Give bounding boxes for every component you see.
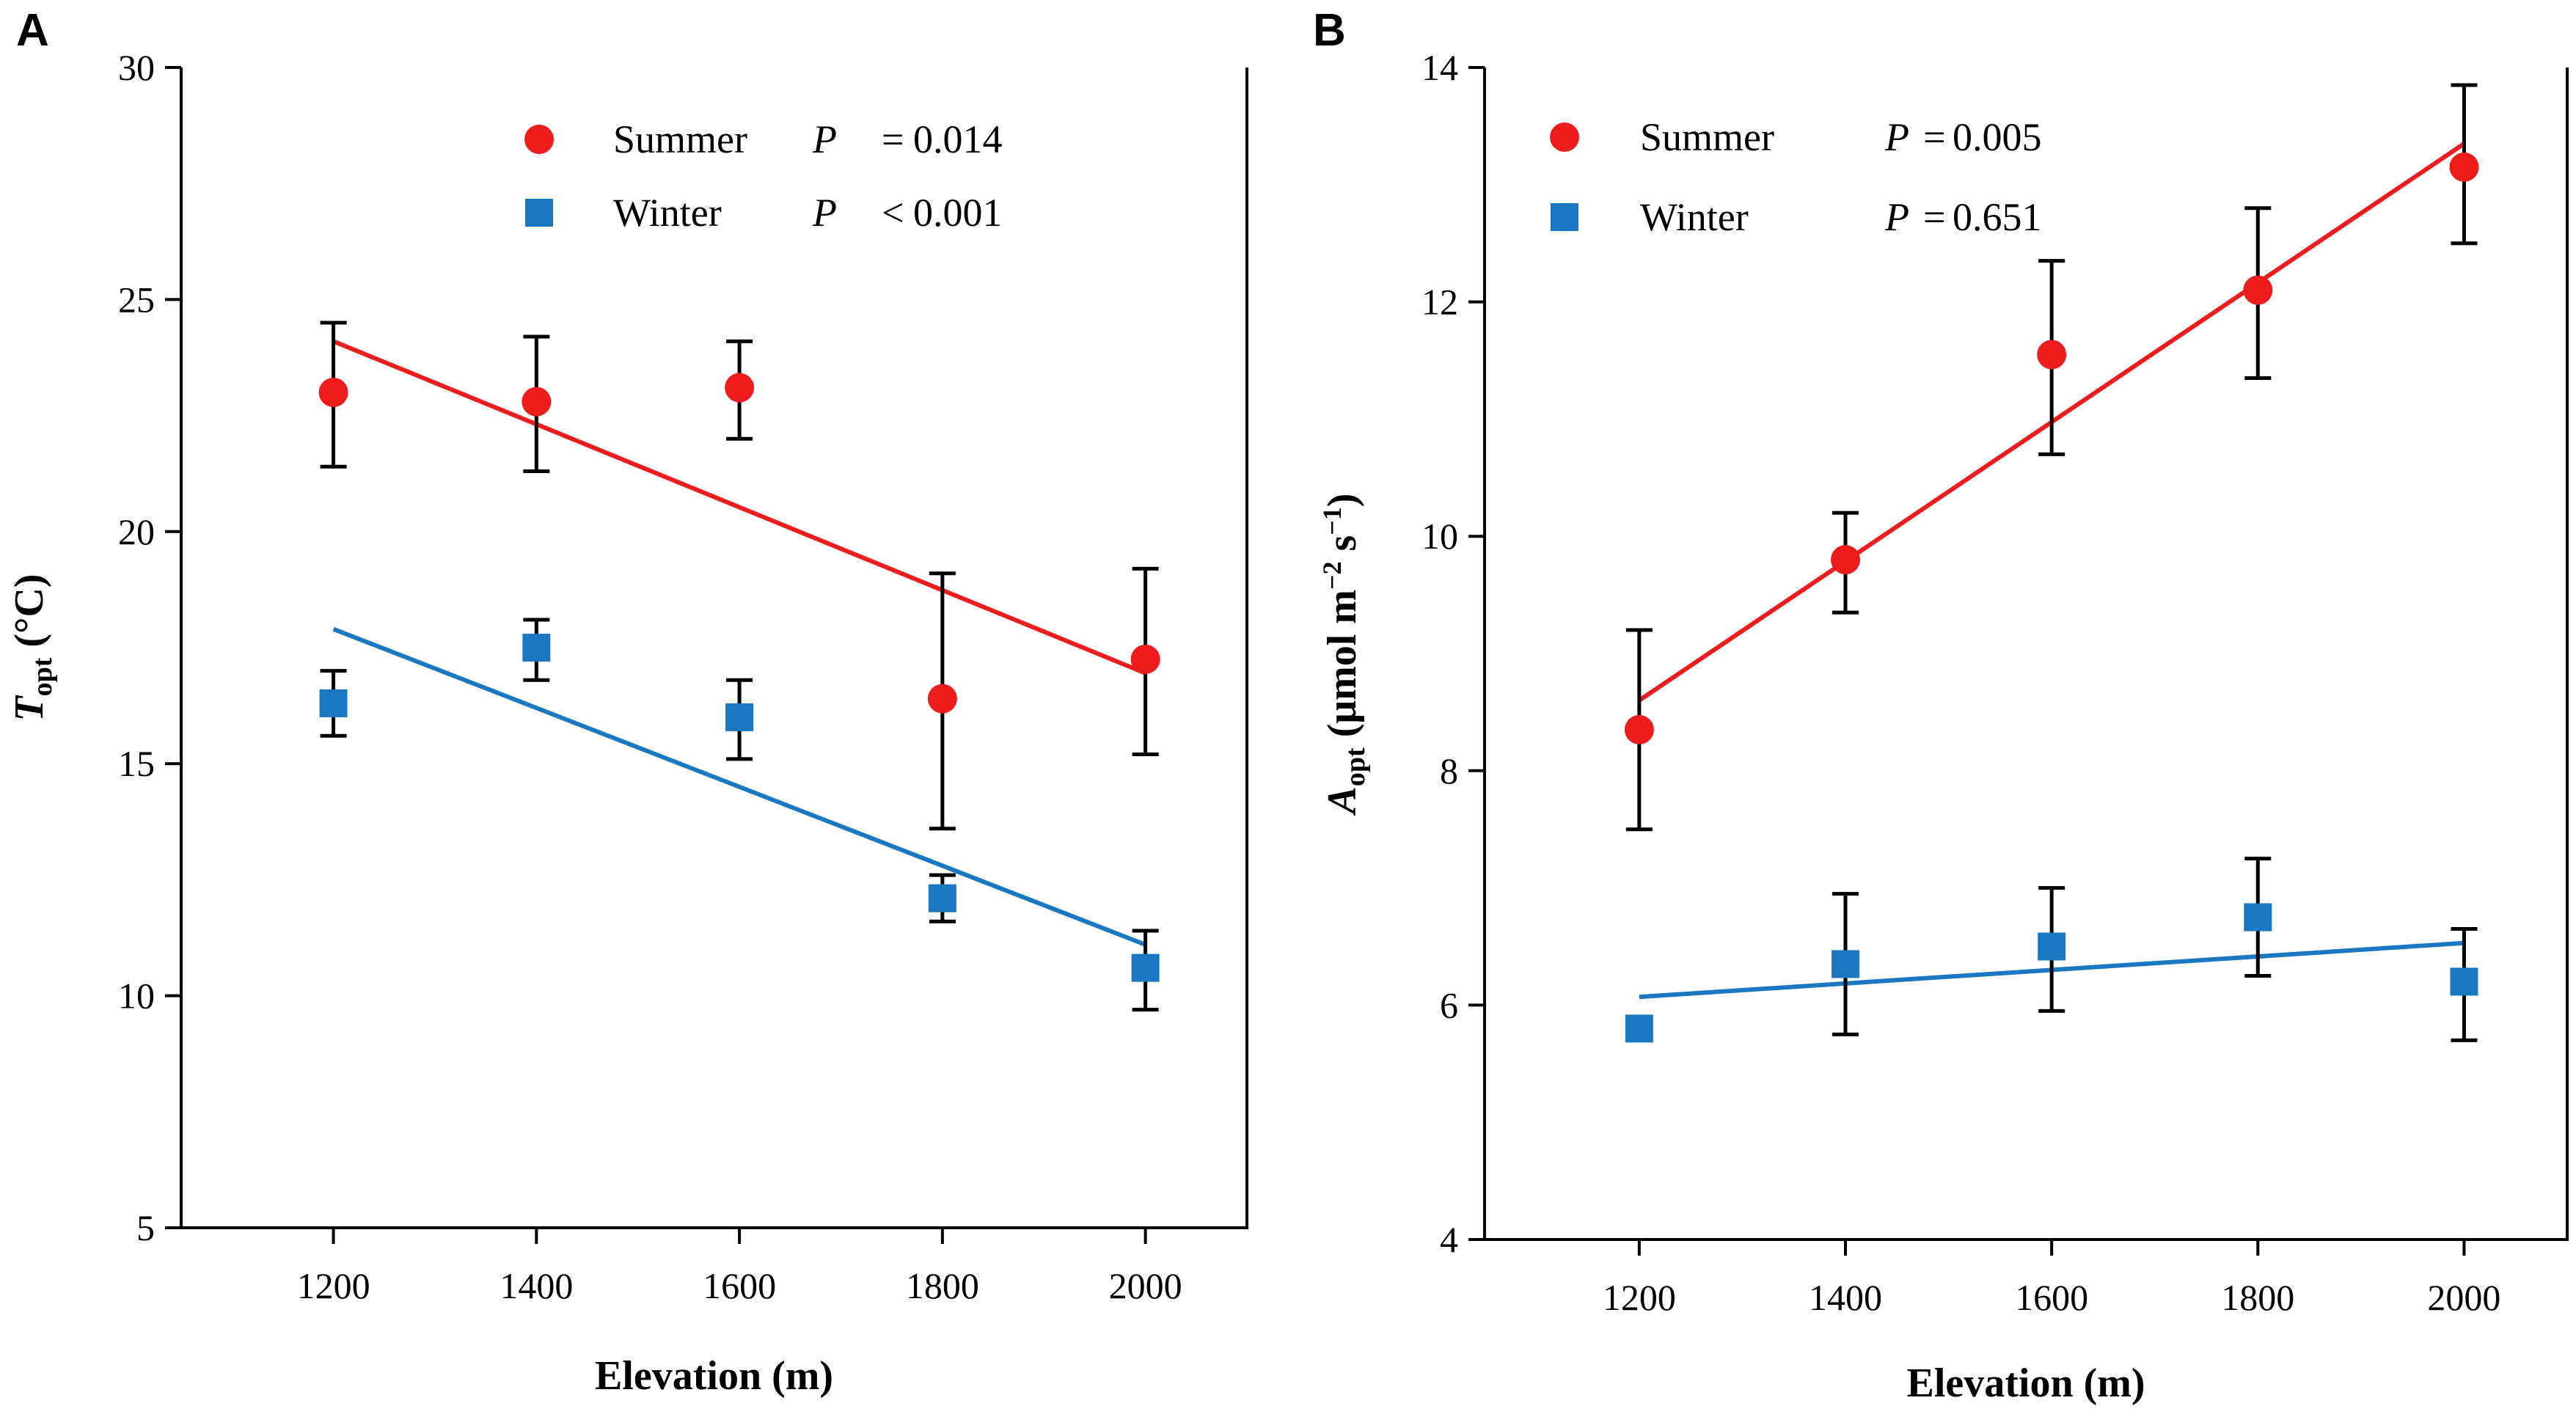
y-axis-title: Topt (°C): [7, 574, 58, 721]
data-point-summer: [2243, 275, 2273, 305]
panel-letter: A: [16, 5, 49, 56]
fit-line-winter: [332, 626, 1146, 947]
data-point-winter: [2244, 903, 2272, 931]
legend-marker: [1551, 203, 1578, 231]
legend-item-winter: Winter P = 0.651: [1551, 195, 2042, 239]
legend-marker: [524, 125, 554, 154]
data-point-winter: [1131, 953, 1160, 982]
data-point-winter: [319, 689, 348, 717]
y-tick-label: 14: [1421, 47, 1458, 88]
y-tick-label: 4: [1440, 1219, 1458, 1260]
p-value-annotation: P = 0.651: [1884, 195, 2042, 239]
legend-label: Summer: [1640, 115, 1774, 159]
data-point-winter: [522, 634, 551, 662]
data-point-winter: [2038, 932, 2066, 961]
data-point-summer: [318, 377, 348, 407]
p-value-annotation: P = 0.014: [812, 117, 1003, 161]
data-point-winter: [2450, 967, 2478, 996]
y-axis-title: Aopt (μmol m−2 s−1): [1317, 494, 1371, 816]
x-tick-label: 1800: [906, 1265, 979, 1306]
legend-label: Winter: [613, 191, 722, 235]
x-tick-label: 1400: [1809, 1277, 1882, 1318]
chart-panel-b: B 4 6 8 10 12 14 1200 1400 1600 1800 2000 Elevation …: [1313, 5, 2569, 1406]
y-tick-label: 6: [1440, 984, 1458, 1025]
y-tick-label: 5: [136, 1207, 155, 1248]
data-point-summer: [1831, 545, 1860, 575]
series-summer: [318, 321, 1160, 831]
x-axis-title: Elevation (m): [595, 1353, 833, 1399]
legend-item-summer: Summer P = 0.005: [1550, 115, 2042, 159]
fit-line-summer: [332, 339, 1146, 675]
legend-label: Summer: [613, 117, 747, 161]
x-tick-label: 1400: [500, 1265, 573, 1306]
data-point-summer: [2037, 340, 2067, 370]
series-summer: [1624, 83, 2479, 832]
panel-letter: B: [1313, 5, 1346, 56]
data-point-summer: [522, 387, 552, 417]
data-point-winter: [1625, 1014, 1653, 1043]
x-tick-label: 2000: [1109, 1265, 1182, 1306]
chart-panel-a: A 5 10 15 20 25 30 1200 1400 1600 1800 2000 Elevatio…: [7, 5, 1248, 1399]
axes-frame: [1483, 67, 2569, 1241]
x-tick-label: 1600: [703, 1265, 776, 1306]
x-tick-label: 1200: [297, 1265, 370, 1306]
x-tick-label: 1800: [2221, 1277, 2294, 1318]
data-point-winter: [928, 884, 956, 912]
data-point-summer: [1130, 644, 1160, 674]
x-tick-label: 1600: [2015, 1277, 2088, 1318]
y-tick-label: 20: [118, 511, 155, 552]
data-point-summer: [927, 684, 957, 714]
data-point-winter: [1832, 950, 1859, 978]
data-point-winter: [725, 703, 754, 731]
y-tick-label: 10: [118, 975, 155, 1017]
axes-frame: [180, 67, 1248, 1229]
legend-item-summer: Summer P = 0.014: [524, 117, 1003, 161]
x-axis-title: Elevation (m): [1906, 1361, 2145, 1406]
p-value-annotation: P = 0.005: [1884, 115, 2042, 159]
legend-label: Winter: [1640, 195, 1749, 239]
data-point-summer: [725, 373, 755, 403]
x-tick-label: 1200: [1603, 1277, 1676, 1318]
y-tick-label: 30: [118, 47, 155, 88]
data-point-summer: [1624, 714, 1654, 744]
y-tick-label: 15: [118, 743, 155, 784]
legend-item-winter: Winter P <0.001: [525, 191, 1003, 235]
y-tick-label: 12: [1421, 282, 1458, 323]
series-winter: [319, 618, 1160, 1012]
y-tick-label: 8: [1440, 750, 1458, 791]
data-point-summer: [2449, 152, 2479, 182]
p-value-annotation: P <0.001: [812, 191, 1003, 235]
legend-marker: [1550, 122, 1579, 152]
x-tick-label: 2000: [2427, 1277, 2500, 1318]
y-tick-label: 25: [118, 279, 155, 320]
y-tick-label: 10: [1421, 516, 1458, 557]
series-winter: [1625, 857, 2478, 1043]
legend-marker: [525, 199, 553, 227]
